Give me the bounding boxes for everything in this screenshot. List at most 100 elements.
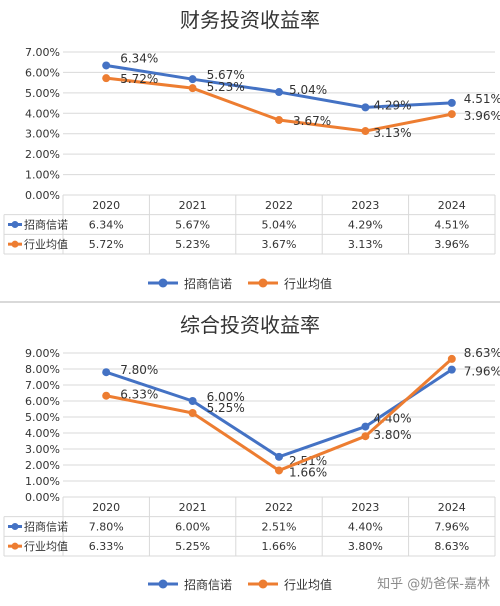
- table-cell: 5.25%: [175, 540, 210, 553]
- table-cell: 3.67%: [262, 238, 297, 251]
- data-point: [188, 75, 197, 84]
- table-series-name: 招商信诺: [24, 218, 68, 232]
- y-tick-label: 9.00%: [25, 347, 60, 360]
- y-tick-label: 4.00%: [25, 427, 60, 440]
- data-label: 5.04%: [289, 83, 327, 97]
- data-label: 7.80%: [120, 363, 158, 377]
- data-point: [361, 103, 370, 112]
- chart-svg: 0.00% 1.00% 2.00% 3.00% 4.00% 5.00% 6.00% 7.00%…: [3, 346, 500, 592]
- x-tick-label: 2023: [351, 199, 379, 212]
- y-tick-label: 7.00%: [25, 46, 60, 59]
- data-point: [102, 61, 111, 70]
- table-key-marker: [11, 221, 19, 228]
- x-tick-label: 2023: [351, 501, 379, 514]
- table-series-name: 行业均值: [24, 540, 68, 553]
- table-cell: 2.51%: [262, 521, 297, 534]
- data-point: [188, 397, 197, 405]
- data-label: 6.33%: [120, 388, 158, 402]
- table-key-marker: [11, 523, 19, 530]
- chart-svg: 0.00% 1.00% 2.00% 3.00% 4.00% 5.00% 6.00% 7.00%…: [3, 46, 500, 291]
- legend-label: 行业均值: [284, 577, 332, 592]
- legend-item: 招商信诺: [148, 276, 232, 291]
- table-cell: 7.96%: [434, 521, 469, 534]
- y-tick-label: 2.00%: [25, 459, 60, 472]
- data-label: 2.51%: [289, 454, 327, 468]
- legend-key-marker: [158, 278, 168, 288]
- legend-item: 招商信诺: [148, 577, 232, 592]
- data-label: 6.34%: [120, 51, 158, 65]
- data-label: 4.29%: [373, 98, 411, 112]
- table-cell: 8.63%: [434, 540, 469, 553]
- data-label: 5.23%: [207, 80, 245, 94]
- y-tick-label: 7.00%: [25, 379, 60, 392]
- data-point: [447, 110, 456, 119]
- data-point: [102, 391, 111, 400]
- data-point: [275, 452, 283, 461]
- chart-title: 财务投资收益率: [180, 8, 320, 32]
- data-point: [447, 354, 456, 363]
- data-label: 4.51%: [464, 92, 500, 106]
- data-label: 3.13%: [373, 126, 411, 140]
- x-tick-label: 2024: [438, 199, 466, 212]
- data-point: [447, 98, 456, 107]
- table-cell: 3.13%: [348, 238, 383, 251]
- table-key-marker: [11, 240, 19, 248]
- table-cell: 5.67%: [175, 219, 210, 232]
- data-point: [275, 88, 283, 97]
- y-tick-label: 5.00%: [25, 411, 60, 424]
- table-cell: 3.96%: [434, 238, 469, 251]
- legend-label: 招商信诺: [184, 577, 232, 592]
- data-label: 5.72%: [120, 72, 158, 86]
- table-cell: 6.34%: [89, 219, 124, 232]
- data-point: [447, 365, 456, 374]
- y-tick-label: 1.00%: [25, 169, 60, 182]
- legend-key-marker: [158, 579, 168, 589]
- table-cell: 5.04%: [262, 219, 297, 232]
- y-tick-label: 3.00%: [25, 443, 60, 456]
- x-tick-label: 2021: [179, 199, 207, 212]
- data-point: [188, 84, 197, 93]
- x-tick-label: 2020: [92, 501, 120, 514]
- legend-key-marker: [258, 579, 268, 589]
- table-cell: 5.23%: [175, 238, 210, 251]
- data-label: 3.67%: [293, 114, 331, 128]
- table-series-name: 行业均值: [24, 238, 68, 251]
- watermark: 知乎 @奶爸保-嘉林: [377, 577, 490, 592]
- legend-key-marker: [258, 278, 268, 288]
- data-label: 3.96%: [464, 109, 500, 123]
- y-tick-label: 8.00%: [25, 363, 60, 376]
- y-tick-label: 3.00%: [25, 128, 60, 141]
- x-tick-label: 2024: [438, 501, 466, 514]
- data-label: 3.80%: [373, 428, 411, 442]
- table-series-name: 招商信诺: [24, 520, 68, 534]
- table-cell: 5.72%: [89, 238, 124, 251]
- data-point: [275, 116, 283, 125]
- legend-item: 行业均值: [248, 276, 332, 291]
- table-key-marker: [11, 542, 19, 550]
- data-label: 5.25%: [207, 401, 245, 415]
- y-tick-label: 0.00%: [25, 189, 60, 202]
- data-label: 5.67%: [207, 68, 245, 82]
- table-cell: 3.80%: [348, 540, 383, 553]
- table-cell: 4.51%: [434, 219, 469, 232]
- table-cell: 6.00%: [175, 521, 210, 534]
- data-point: [188, 409, 197, 417]
- chart-panel-comprehensive-return: 综合投资收益率 0.00% 1.00% 2.00% 3.00% 4.00% 5.00% 6.…: [0, 305, 500, 606]
- legend-label: 招商信诺: [184, 276, 232, 291]
- data-point: [361, 422, 370, 431]
- data-label: 1.66%: [289, 465, 327, 479]
- x-tick-label: 2020: [92, 199, 120, 212]
- y-tick-label: 5.00%: [25, 87, 60, 100]
- y-tick-label: 4.00%: [25, 107, 60, 120]
- table-cell: 4.40%: [348, 521, 383, 534]
- data-point: [102, 74, 111, 83]
- chart-title: 综合投资收益率: [180, 313, 320, 337]
- x-tick-label: 2022: [265, 501, 293, 514]
- table-cell: 7.80%: [89, 521, 124, 534]
- data-label: 6.00%: [207, 390, 245, 404]
- chart-panel-financial-return: 财务投资收益率 0.00% 1.00% 2.00% 3.00% 4.00% 5.00% 6.…: [0, 0, 500, 300]
- legend-label: 行业均值: [284, 276, 332, 291]
- table-cell: 6.33%: [89, 540, 124, 553]
- data-label: 8.63%: [464, 346, 500, 360]
- data-point: [275, 466, 283, 475]
